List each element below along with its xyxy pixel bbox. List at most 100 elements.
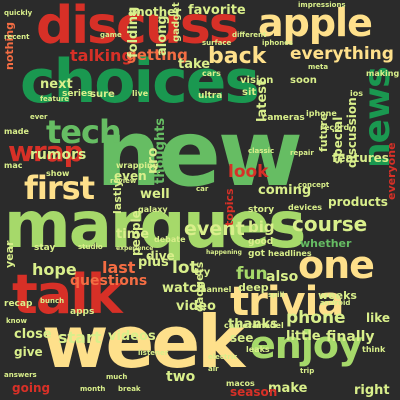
word-debate: debate [154, 235, 186, 244]
word-sure: sure [90, 89, 115, 100]
word-camera: camera [224, 321, 258, 330]
word-discussion: discussion [345, 97, 359, 168]
word-rumors: rumors [30, 147, 87, 163]
word-different: different [232, 31, 267, 39]
word-ever: ever [30, 113, 48, 121]
word-videos: videos [108, 329, 156, 344]
word-plus: plus [138, 255, 169, 270]
word-trivia: trivia [230, 279, 344, 325]
word-mac: mac [4, 161, 23, 170]
word-hope: hope [32, 260, 77, 279]
word-studio: studio [78, 243, 103, 251]
word-make: make [268, 381, 308, 396]
word-spill: spill [268, 291, 285, 299]
word-gadget: gadget [171, 2, 182, 42]
word-tech: tech [46, 113, 122, 151]
word-choices: choices [20, 47, 260, 117]
word-talking: talking [70, 46, 133, 65]
word-impressions: impressions [298, 1, 346, 9]
word-talk: talk [12, 263, 123, 326]
word-iphones: iphones [262, 39, 294, 47]
word-another: another [128, 5, 182, 19]
word-galaxy: galaxy [138, 205, 168, 214]
word-good: good [248, 237, 274, 247]
word-story: story [248, 205, 275, 215]
word-model: model [256, 321, 284, 330]
word-channel: channel [196, 285, 232, 294]
word-ios: ios [350, 89, 363, 98]
word-headlines: headlines [268, 249, 312, 258]
word-year: year [3, 240, 16, 268]
word-happening: happening [206, 249, 242, 256]
word-ultra: ultra [198, 91, 223, 101]
word-show: show [46, 169, 70, 178]
word-give: give [14, 345, 43, 359]
word-experience: experience [116, 245, 154, 252]
word-much: much [106, 373, 128, 381]
word-topics: topics [223, 188, 236, 226]
word-live: live [132, 89, 149, 98]
word-got: got [248, 249, 265, 259]
word-break: break [118, 385, 141, 393]
word-thanks: thanks [228, 317, 278, 332]
word-leaks: leaks [246, 345, 270, 354]
word-try: try [194, 267, 211, 278]
word-week: week [42, 300, 245, 384]
word-series: series [62, 89, 93, 99]
word-review: review [110, 177, 137, 185]
word-discuss: discuss [36, 0, 240, 56]
word-little: little [286, 329, 321, 344]
word-coming: coming [258, 183, 312, 198]
word-devices: devices [288, 203, 323, 212]
word-big: big [248, 218, 275, 236]
word-soon: soon [290, 75, 317, 86]
word-think: think [362, 345, 386, 354]
word-time: time [116, 227, 150, 242]
word-finally: finally [326, 329, 375, 345]
word-lot: lot [172, 258, 198, 278]
word-weeks: weeks [318, 289, 357, 302]
word-take: take [178, 57, 211, 72]
word-new: new [96, 100, 303, 207]
word-electric: electric [208, 353, 238, 361]
word-first: first [24, 169, 95, 207]
word-enjoy: enjoy [250, 323, 363, 367]
word-made: made [4, 127, 29, 136]
word-products: products [328, 195, 388, 209]
word-feature: feature [40, 95, 70, 103]
word-macos: macos [226, 379, 255, 388]
word-next: next [40, 77, 73, 92]
word-repair: repair [290, 149, 314, 157]
word-listener: listener [138, 349, 169, 357]
word-future: future [317, 113, 330, 152]
word-last: last [102, 258, 136, 277]
word-back: back [208, 44, 267, 69]
word-recent: recent [4, 33, 30, 41]
word-folding: folding [126, 6, 141, 58]
word-vision: vision [240, 75, 274, 86]
word-video: video [176, 299, 216, 314]
word-cars: cars [202, 69, 221, 78]
word-marques: marques [4, 189, 306, 263]
word-apple: apple [258, 1, 373, 45]
word-dive: dive [146, 249, 175, 263]
word-start: start [58, 328, 102, 347]
word-apps: apps [70, 307, 95, 317]
word-month: month [80, 385, 106, 393]
word-whether: whether [300, 237, 352, 250]
word-event: event [184, 218, 245, 240]
word-nothing: nothing [3, 22, 16, 70]
word-close: close [14, 327, 52, 342]
word-right: right [354, 383, 390, 398]
word-game: game [100, 31, 122, 39]
word-lastly: lastly [111, 180, 124, 214]
word-everything: everything [290, 44, 394, 64]
word-course: course [292, 212, 368, 236]
word-two: two [166, 369, 196, 385]
word-also: also [266, 269, 299, 285]
word-fun: fun [236, 264, 268, 284]
word-well: well [140, 187, 170, 202]
word-android: android [320, 299, 351, 307]
word-season: season [230, 385, 278, 399]
